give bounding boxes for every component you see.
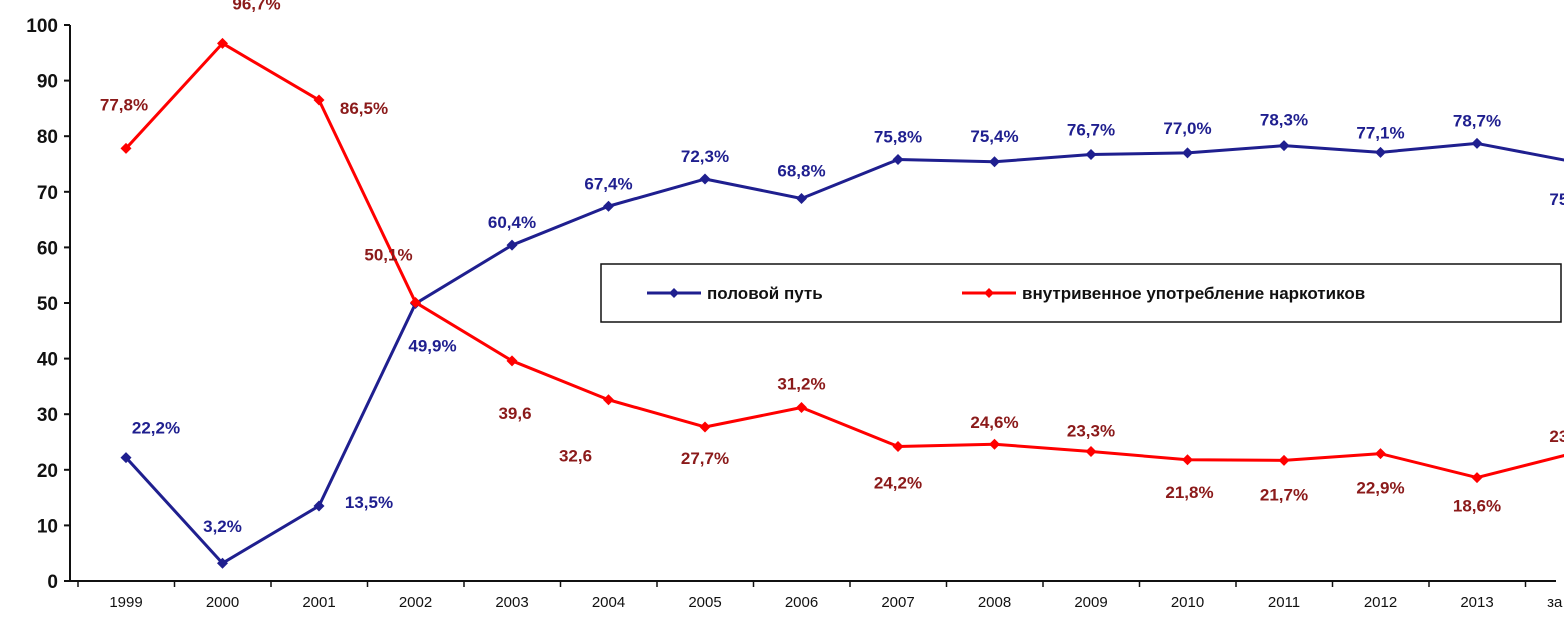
data-label: 24,6% <box>970 413 1018 432</box>
data-label: 18,6% <box>1453 497 1501 516</box>
data-label: 24,2% <box>874 473 922 492</box>
data-label: 49,9% <box>408 337 456 356</box>
x-tick-label: за 2014 <box>1547 594 1564 611</box>
data-label: 72,3% <box>681 147 729 166</box>
data-point-marker <box>700 421 711 432</box>
series-injection-group <box>121 38 1564 483</box>
data-label: 75,8% <box>874 128 922 147</box>
x-tick-label: 2003 <box>495 594 528 611</box>
data-label: 86,5% <box>340 99 388 118</box>
data-point-marker <box>796 193 807 204</box>
data-label: 22,9% <box>1356 479 1404 498</box>
series-sexual-group <box>121 138 1564 569</box>
data-point-marker <box>603 394 614 405</box>
x-tick-label: 2006 <box>785 594 818 611</box>
data-point-marker <box>893 441 904 452</box>
y-tick-label: 50 <box>37 294 58 315</box>
data-point-marker <box>796 402 807 413</box>
data-point-marker <box>1182 454 1193 465</box>
x-tick-label: 1999 <box>109 594 142 611</box>
x-tick-label: 2013 <box>1460 594 1493 611</box>
x-tick-label: 2010 <box>1171 594 1204 611</box>
y-tick-label: 20 <box>37 461 58 482</box>
y-tick-label: 100 <box>26 16 58 37</box>
data-label: 96,7% <box>232 0 280 13</box>
data-point-marker <box>989 439 1000 450</box>
data-point-marker <box>893 154 904 165</box>
data-label: 77,8% <box>100 95 148 114</box>
data-label: 23,0% <box>1549 427 1564 446</box>
y-tick-label: 60 <box>37 238 58 259</box>
data-point-marker <box>1375 147 1386 158</box>
y-tick-label: 0 <box>47 572 58 593</box>
data-point-marker <box>700 174 711 185</box>
x-tick-label: 2012 <box>1364 594 1397 611</box>
data-point-marker <box>1472 138 1483 149</box>
data-label: 78,3% <box>1260 111 1308 130</box>
data-label: 21,7% <box>1260 485 1308 504</box>
data-point-marker <box>1086 446 1097 457</box>
y-tick-label: 10 <box>37 516 58 537</box>
legend-item: внутривенное употребление наркотиков <box>962 284 1365 303</box>
series-line <box>126 143 1564 563</box>
data-label: 75,4% <box>970 127 1018 146</box>
data-label: 22,2% <box>132 419 180 438</box>
y-tick-label: 90 <box>37 72 58 93</box>
data-label: 21,8% <box>1165 483 1213 502</box>
data-point-marker <box>603 201 614 212</box>
y-tick-label: 70 <box>37 183 58 204</box>
x-tick-label: 2007 <box>881 594 914 611</box>
data-label: 32,6 <box>559 447 592 466</box>
y-tick-label: 40 <box>37 350 58 371</box>
data-point-marker <box>1279 455 1290 466</box>
data-point-marker <box>1375 448 1386 459</box>
data-label: 78,7% <box>1453 111 1501 130</box>
legend: половой путь внутривенное употребление на… <box>601 264 1561 322</box>
data-label: 39,6 <box>498 404 531 423</box>
data-label: 76,7% <box>1067 121 1115 140</box>
data-label: 77,1% <box>1356 123 1404 142</box>
x-tick-label: 2002 <box>399 594 432 611</box>
y-tick-label: 30 <box>37 405 58 426</box>
y-tick-label: 80 <box>37 127 58 148</box>
x-tick-label: 2011 <box>1268 594 1300 611</box>
x-tick-label: 2008 <box>978 594 1011 611</box>
data-point-marker <box>1472 472 1483 483</box>
x-tick-label: 2000 <box>206 594 239 611</box>
data-label: 3,2% <box>203 517 242 536</box>
data-point-marker <box>1279 140 1290 151</box>
data-point-marker <box>1086 149 1097 160</box>
data-point-marker <box>989 156 1000 167</box>
data-label: 23,3% <box>1067 421 1115 440</box>
data-label: 50,1% <box>364 245 412 264</box>
data-label: 67,4% <box>584 174 632 193</box>
x-tick-label: 2001 <box>302 594 335 611</box>
legend-label: половой путь <box>707 284 823 303</box>
data-label: 31,2% <box>777 375 825 394</box>
x-tick-label: 2004 <box>592 594 625 611</box>
legend-label: внутривенное употребление наркотиков <box>1022 284 1365 303</box>
x-tick-label: 2009 <box>1074 594 1107 611</box>
x-tick-label: 2005 <box>688 594 721 611</box>
data-label: 75,4% <box>1549 190 1564 209</box>
data-label: 13,5% <box>345 493 393 512</box>
data-point-marker <box>1182 147 1193 158</box>
data-label: 77,0% <box>1163 119 1211 138</box>
data-label: 68,8% <box>777 161 825 180</box>
data-label: 60,4% <box>488 213 536 232</box>
data-label: 27,7% <box>681 449 729 468</box>
